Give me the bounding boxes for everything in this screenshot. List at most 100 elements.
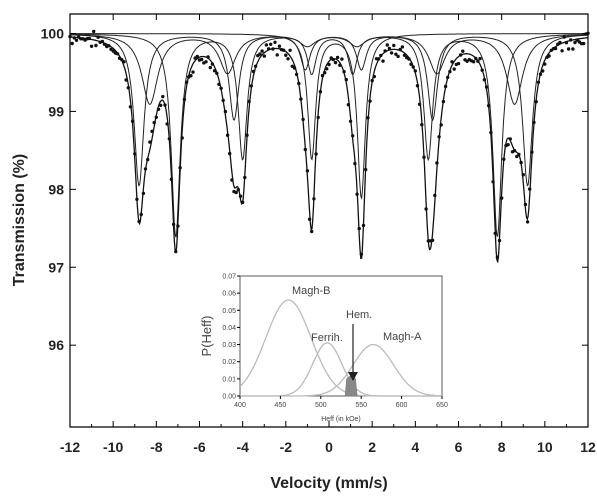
data-point <box>189 74 193 78</box>
data-point <box>156 107 161 112</box>
data-point <box>364 167 368 172</box>
data-point <box>439 123 443 127</box>
data-point <box>316 115 320 120</box>
data-point <box>387 46 392 51</box>
x-tick-label: 0 <box>325 439 333 455</box>
data-point <box>512 149 517 153</box>
data-point <box>359 252 364 256</box>
data-point <box>286 57 290 61</box>
data-point <box>422 155 426 159</box>
data-point <box>122 60 126 64</box>
inset-y-tick-label: 0.06 <box>222 291 236 298</box>
data-point <box>456 61 461 66</box>
data-point <box>305 169 310 173</box>
data-point <box>402 53 407 57</box>
data-point <box>262 54 266 58</box>
data-point <box>448 69 452 74</box>
data-point <box>398 47 402 52</box>
annotation-magh-b: Magh-B <box>292 285 331 297</box>
data-point <box>200 57 204 62</box>
data-point <box>204 60 208 64</box>
data-point <box>325 67 329 71</box>
inset-x-tick-label: 550 <box>355 402 367 409</box>
data-point <box>417 102 422 107</box>
data-point <box>184 80 189 84</box>
data-point <box>415 84 420 88</box>
data-point <box>508 137 512 141</box>
x-tick-label: 10 <box>537 439 553 455</box>
data-point <box>571 47 575 51</box>
data-points <box>68 29 590 259</box>
data-point <box>366 116 370 120</box>
component-curve-4 <box>70 33 588 201</box>
inset-x-tick-label: 500 <box>315 402 327 409</box>
data-point <box>389 51 394 55</box>
data-point <box>96 35 100 39</box>
data-point <box>491 180 495 184</box>
x-tick-label: 2 <box>368 439 376 455</box>
data-point <box>273 40 277 44</box>
data-point <box>351 134 355 138</box>
data-point <box>385 43 389 47</box>
data-point <box>493 231 497 235</box>
x-tick-label: -10 <box>103 439 123 455</box>
data-point <box>236 188 240 192</box>
data-point <box>266 47 271 51</box>
data-point <box>562 35 566 39</box>
y-tick-label: 96 <box>48 337 64 353</box>
data-point <box>424 207 428 211</box>
data-point <box>89 44 94 48</box>
data-point <box>292 66 297 70</box>
data-point <box>137 219 141 224</box>
data-point <box>297 81 301 86</box>
data-point <box>413 69 417 73</box>
data-point <box>74 38 79 42</box>
data-point <box>299 97 303 101</box>
data-point <box>167 137 171 141</box>
data-point <box>294 72 299 77</box>
data-point <box>303 147 307 152</box>
data-point <box>87 36 92 41</box>
data-point <box>340 57 344 61</box>
inset-x-tick-label: 600 <box>396 402 408 409</box>
data-point <box>312 197 316 201</box>
data-point <box>342 70 346 74</box>
inset-y-tick-label: 0.03 <box>222 342 236 349</box>
data-point <box>70 41 74 46</box>
x-tick-label: 12 <box>580 439 596 455</box>
data-point <box>502 157 506 161</box>
data-point <box>446 75 450 80</box>
data-point <box>430 238 435 242</box>
data-point <box>130 119 135 123</box>
data-point <box>379 53 383 58</box>
data-point <box>370 78 374 83</box>
data-point <box>538 72 543 76</box>
data-point <box>327 62 331 67</box>
data-point <box>489 130 493 135</box>
data-point <box>450 60 454 64</box>
x-tick-label: -12 <box>60 439 80 455</box>
data-point <box>478 56 482 61</box>
data-point <box>573 40 577 45</box>
data-point <box>396 54 400 59</box>
x-tick-label: -6 <box>193 439 206 455</box>
data-point <box>159 103 163 108</box>
data-point <box>238 194 243 198</box>
data-point <box>307 217 312 221</box>
data-point <box>558 40 562 45</box>
data-point <box>575 38 579 42</box>
data-point <box>353 161 357 166</box>
y-tick-label: 98 <box>48 181 64 197</box>
data-point <box>392 43 396 48</box>
data-point <box>338 63 342 67</box>
data-point <box>228 151 232 156</box>
inset-y-tick-label: 0.02 <box>222 359 236 366</box>
data-point <box>582 41 586 46</box>
inset-curves <box>239 299 442 397</box>
data-point <box>566 47 571 51</box>
y-tick-label: 97 <box>48 259 64 275</box>
data-point <box>284 53 288 57</box>
data-point <box>234 190 238 195</box>
x-tick-label: 4 <box>411 439 419 455</box>
data-point <box>210 62 215 66</box>
